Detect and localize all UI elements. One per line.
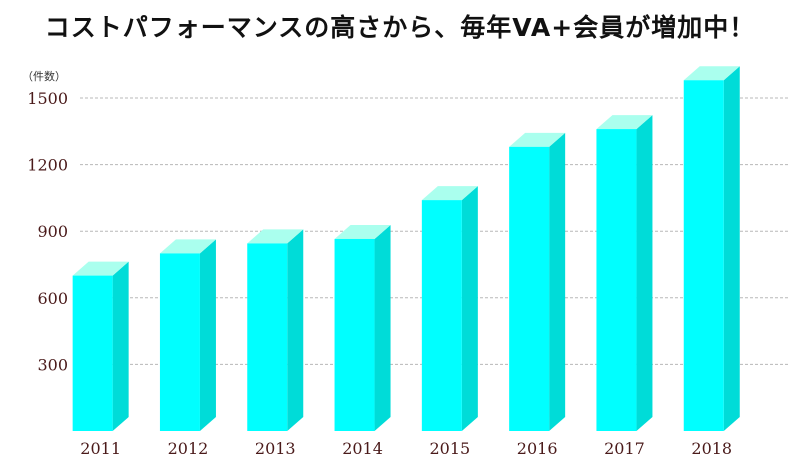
y-axis-unit-label: （件数） (22, 70, 66, 83)
bar-side (374, 224, 391, 431)
x-tick-label: 2018 (691, 439, 732, 458)
bar-front (159, 253, 200, 431)
bar-front (421, 200, 462, 431)
bar-side (112, 261, 129, 431)
bar-top (159, 239, 216, 254)
bar-side (199, 239, 216, 431)
bar-front (334, 238, 375, 431)
y-tick-label: 900 (37, 222, 68, 241)
bar-top (509, 132, 566, 147)
bar-2013 (247, 229, 304, 431)
bar-top (596, 115, 653, 130)
bar-top (72, 261, 129, 276)
bar-front (247, 243, 288, 431)
bar-2014 (334, 224, 391, 431)
x-tick-label: 2011 (80, 439, 121, 458)
x-tick-label: 2012 (168, 439, 209, 458)
bar-side (287, 229, 304, 431)
bars (72, 66, 740, 432)
bar-2012 (159, 239, 216, 431)
y-tick-label: 600 (37, 289, 68, 308)
x-tick-label: 2013 (255, 439, 296, 458)
y-tick-label: 1200 (27, 156, 68, 175)
bar-2017 (596, 115, 653, 431)
bar-front (72, 275, 113, 431)
bar-top (421, 186, 478, 201)
bar-top (334, 224, 391, 239)
y-axis-ticks: 300 600 900 1200 1500 (27, 89, 68, 374)
bar-side (549, 132, 566, 431)
bar-side (461, 186, 478, 431)
chart-title: コストパフォーマンスの高さから、毎年VA+会員が増加中！ (44, 13, 756, 42)
x-tick-label: 2016 (517, 439, 558, 458)
y-tick-label: 300 (37, 355, 68, 374)
bar-front (509, 146, 550, 431)
x-tick-label: 2017 (604, 439, 645, 458)
bar-2016 (509, 132, 566, 431)
y-tick-label: 1500 (27, 89, 68, 108)
bar-front (596, 129, 637, 431)
x-tick-label: 2015 (429, 439, 470, 458)
bar-2011 (72, 261, 129, 431)
bar-2015 (421, 186, 478, 431)
bar-2018 (683, 66, 740, 432)
x-tick-label: 2014 (342, 439, 383, 458)
x-axis-ticks: 2011 2012 2013 2014 2015 2016 2017 2018 (80, 439, 732, 458)
bar-front (683, 80, 724, 432)
bar-side (636, 115, 653, 431)
bar-top (247, 229, 304, 244)
bar-top (683, 66, 740, 81)
bar-side (723, 66, 740, 432)
